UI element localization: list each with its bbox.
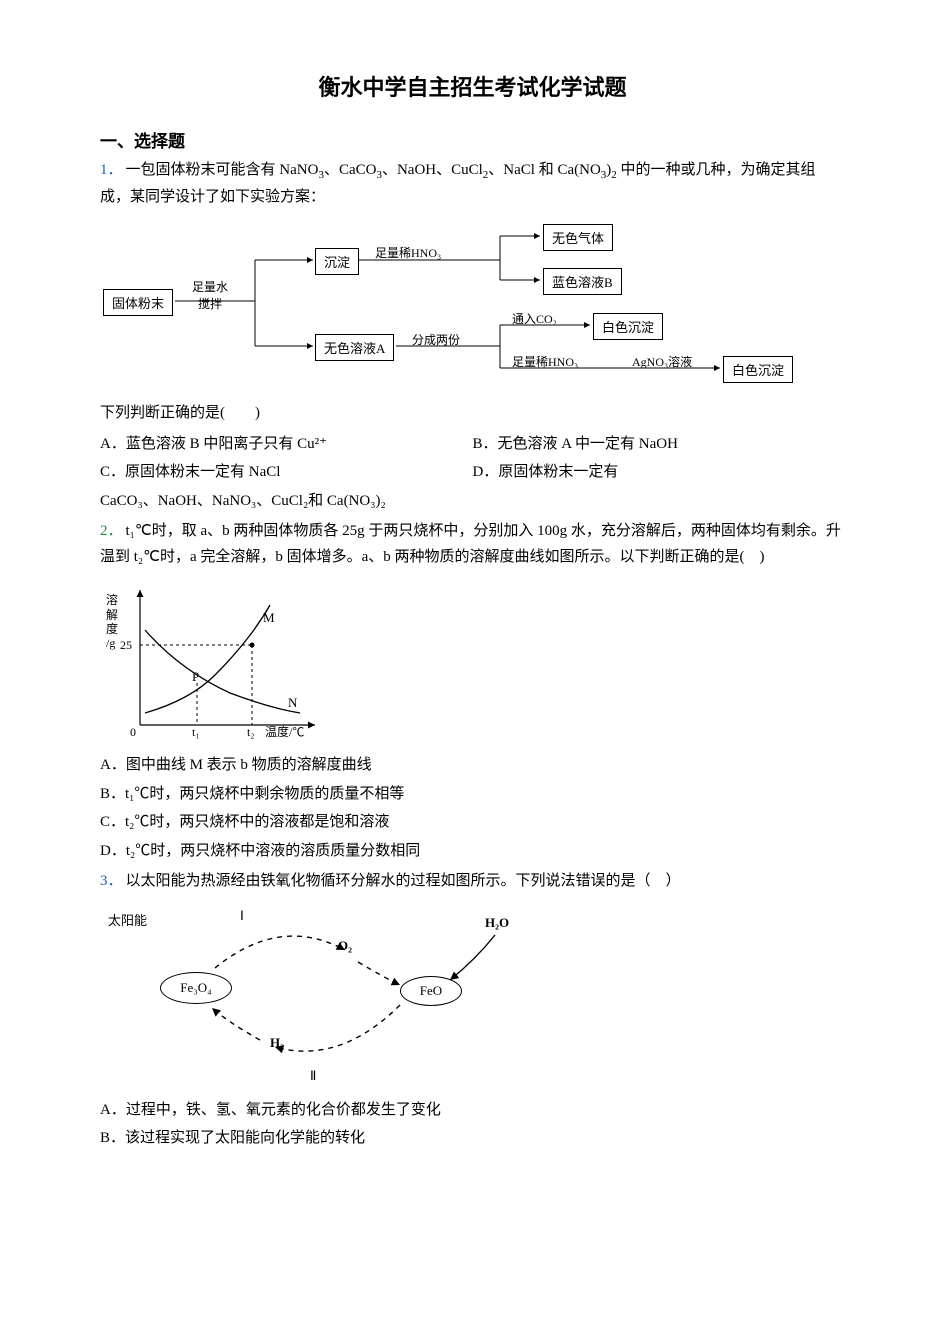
- graph-origin: 0: [130, 725, 136, 740]
- flow-lbl-hno3-2: 足量稀HNO₃: [512, 353, 578, 370]
- q2-num: 2．: [100, 523, 123, 539]
- flow-box-gas: 无色气体: [543, 224, 613, 251]
- q1-judge: 下列判断正确的是( ): [100, 401, 845, 427]
- section-header: 一、选择题: [100, 127, 845, 152]
- graph-P: P: [192, 669, 199, 685]
- q2-optD: D．t₂℃时，两只烧杯中溶液的溶质质量分数相同: [100, 839, 845, 865]
- q2-text: 2．t₁℃时，取 a、b 两种固体物质各 25g 于两只烧杯中，分别加入 100…: [100, 519, 845, 570]
- q3-num: 3．: [100, 873, 123, 889]
- q2-graph: 溶 解 度 /g 25 0 t₁ t₂ 温度/℃ M N P: [100, 575, 330, 745]
- q3-optA: A．过程中，铁、氢、氧元素的化合价都发生了变化: [100, 1098, 845, 1124]
- cycle-H2O: H₂O: [485, 915, 509, 931]
- graph-xlab: 温度/℃: [265, 723, 304, 740]
- q1-optB: B．无色溶液 A 中一定有 NaOH: [473, 432, 846, 458]
- q1-options-row2: C．原固体粉末一定有 NaCl D．原固体粉末一定有: [100, 460, 845, 486]
- cycle-O2: O₂: [338, 938, 352, 954]
- flow-box-blue: 蓝色溶液B: [543, 268, 622, 295]
- flow-lbl-co2: 通入CO₂: [512, 310, 557, 327]
- cycle-II: Ⅱ: [310, 1068, 316, 1084]
- flow-box-precip: 沉淀: [315, 248, 359, 275]
- flow-lbl-water: 足量水 搅拌: [192, 278, 228, 312]
- q1-optD-pre: D．原固体粉末一定有: [473, 460, 846, 486]
- flow-box-solid: 固体粉末: [103, 289, 173, 316]
- flow-lbl-split: 分成两份: [412, 331, 460, 348]
- q3-optB: B．该过程实现了太阳能向化学能的转化: [100, 1126, 845, 1152]
- q2-optC: C．t₂℃时，两只烧杯中的溶液都是饱和溶液: [100, 810, 845, 836]
- graph-y25: 25: [120, 638, 132, 653]
- cycle-I: Ⅰ: [240, 908, 244, 924]
- graph-t1: t₁: [192, 725, 200, 740]
- cycle-Fe3O4: Fe₃O₄: [160, 972, 232, 1004]
- q1-flowchart: 固体粉末 足量水 搅拌 沉淀 足量稀HNO₃ 无色气体 蓝色溶液B 无色溶液A …: [100, 218, 800, 393]
- flow-lbl-hno3-1: 足量稀HNO₃: [375, 244, 441, 261]
- page-title: 衡水中学自主招生考试化学试题: [100, 70, 845, 102]
- cycle-sun: 太阳能: [108, 910, 147, 929]
- q1-optC: C．原固体粉末一定有 NaCl: [100, 460, 473, 486]
- graph-N: N: [288, 695, 297, 711]
- q1-num: 1．: [100, 162, 123, 178]
- flow-lbl-agno3: AgNO₃溶液: [632, 353, 692, 370]
- q2-optA: A．图中曲线 M 表示 b 物质的溶解度曲线: [100, 753, 845, 779]
- flow-box-white1: 白色沉淀: [593, 313, 663, 340]
- cycle-H2: H₂: [270, 1035, 284, 1051]
- graph-ylab: 溶 解 度 /g: [106, 593, 118, 651]
- q1-text: 1．一包固体粉末可能含有 NaNO3、CaCO3、NaOH、CuCl2、NaCl…: [100, 158, 845, 210]
- q3-text: 3．以太阳能为热源经由铁氧化物循环分解水的过程如图所示。下列说法错误的是（ ）: [100, 869, 845, 895]
- q1-optA: A．蓝色溶液 B 中阳离子只有 Cu²⁺: [100, 432, 473, 458]
- flow-box-white2: 白色沉淀: [723, 356, 793, 383]
- cycle-FeO: FeO: [400, 976, 462, 1006]
- graph-M: M: [263, 610, 275, 626]
- flow-box-solA: 无色溶液A: [315, 334, 394, 361]
- q2-optB: B．t₁℃时，两只烧杯中剩余物质的质量不相等: [100, 782, 845, 808]
- q3-cycle: 太阳能 Ⅰ O₂ H₂O Fe₃O₄ FeO H₂ Ⅱ: [100, 900, 530, 1090]
- q1-options-row1: A．蓝色溶液 B 中阳离子只有 Cu²⁺ B．无色溶液 A 中一定有 NaOH: [100, 432, 845, 458]
- q1-optD-line2: CaCO₃、NaOH、NaNO₃、CuCl₂和 Ca(NO₃)₂: [100, 489, 845, 515]
- graph-t2: t₂: [247, 725, 255, 740]
